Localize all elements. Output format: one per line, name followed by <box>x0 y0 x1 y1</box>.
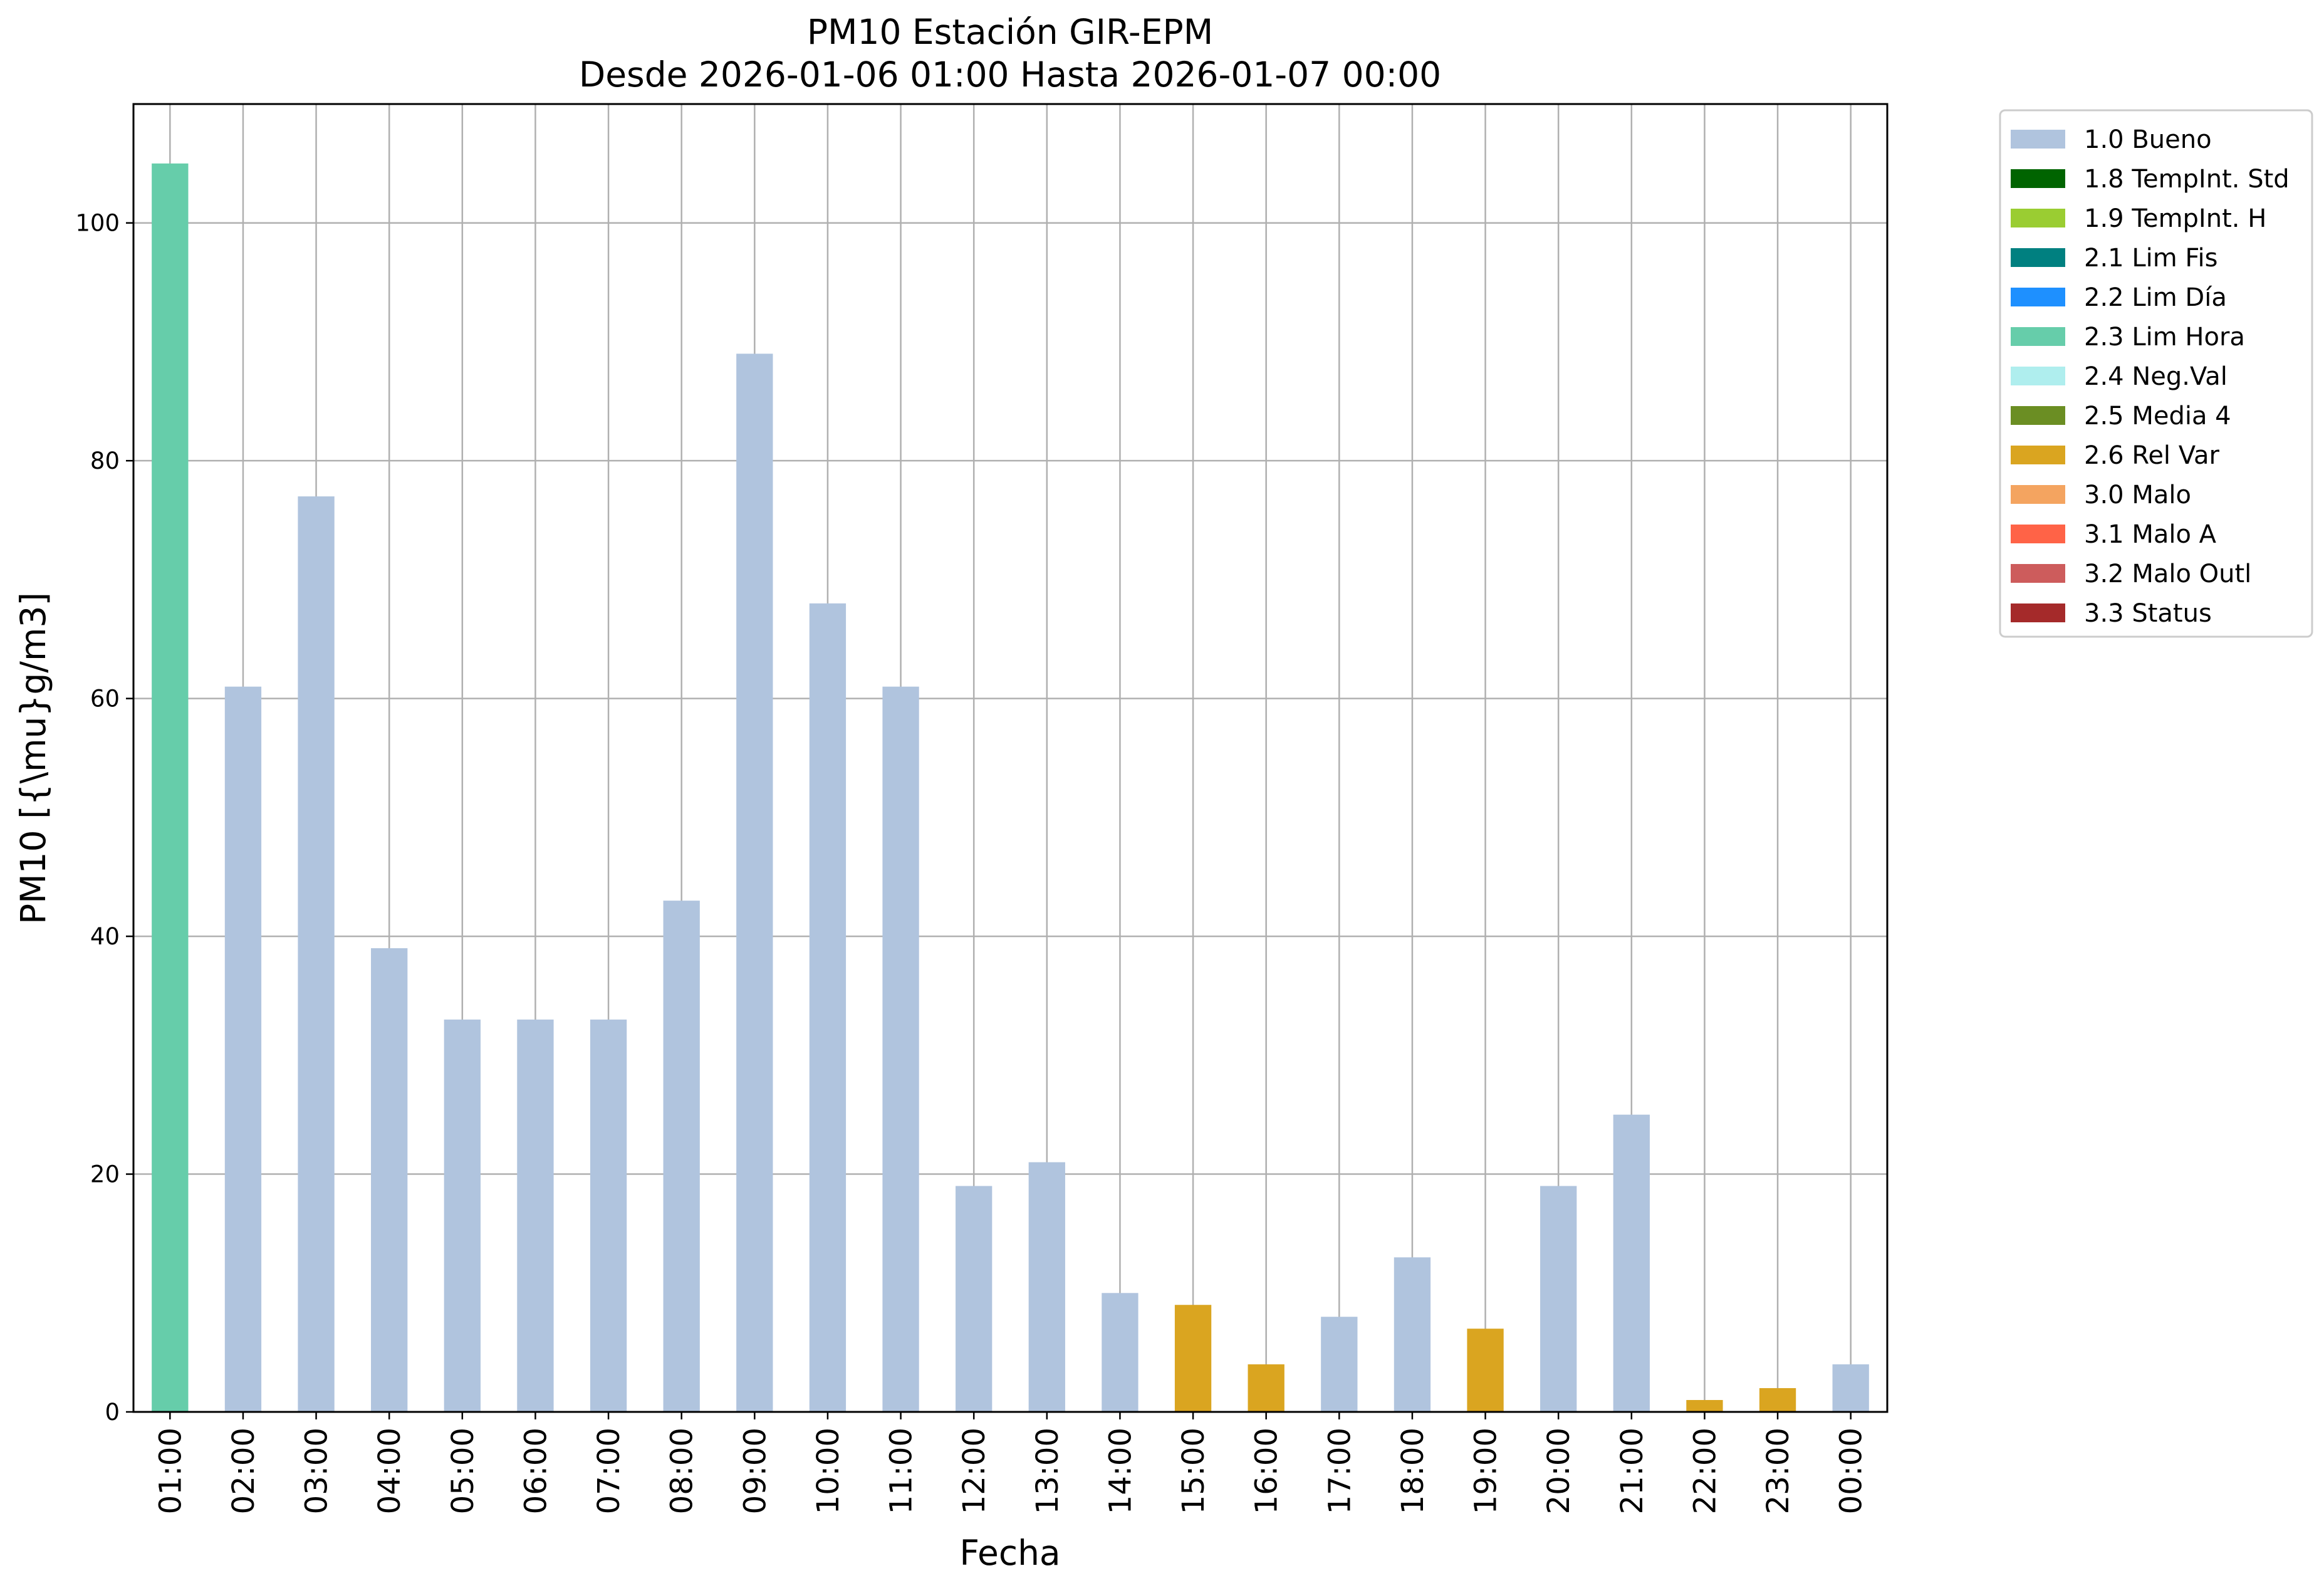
bar <box>736 353 773 1412</box>
chart-title: PM10 Estación GIR-EPM <box>807 12 1213 52</box>
x-tick-label: 07:00 <box>591 1428 627 1514</box>
legend-label: 1.0 Bueno <box>2084 125 2212 154</box>
y-axis-label: PM10 [{\mu}g/m3] <box>13 592 53 924</box>
x-tick-label: 15:00 <box>1176 1428 1211 1514</box>
chart-subtitle: Desde 2026-01-06 01:00 Hasta 2026-01-07 … <box>579 55 1441 95</box>
bar <box>1467 1329 1504 1412</box>
bar <box>1174 1305 1212 1412</box>
x-tick-label: 09:00 <box>737 1428 773 1514</box>
x-tick-label: 01:00 <box>153 1428 188 1514</box>
legend-swatch <box>2011 130 2065 149</box>
bar <box>1394 1257 1431 1412</box>
legend-label: 2.5 Media 4 <box>2084 402 2231 431</box>
legend-swatch <box>2011 288 2065 306</box>
bar <box>1321 1317 1358 1412</box>
x-tick-label: 19:00 <box>1469 1428 1504 1514</box>
bar <box>517 1019 554 1412</box>
bar <box>1832 1364 1869 1412</box>
bar <box>809 603 847 1413</box>
legend-label: 2.2 Lim Día <box>2084 283 2227 312</box>
legend-label: 3.2 Malo Outl <box>2084 560 2251 588</box>
bar <box>444 1019 481 1412</box>
legend-label: 3.1 Malo A <box>2084 520 2217 549</box>
legend-label: 1.9 TempInt. H <box>2084 204 2266 233</box>
legend-swatch <box>2011 446 2065 464</box>
x-tick-label: 03:00 <box>300 1428 335 1514</box>
x-tick-label: 11:00 <box>884 1428 919 1514</box>
bar <box>1028 1162 1065 1412</box>
legend-swatch <box>2011 603 2065 622</box>
x-tick-label: 05:00 <box>446 1428 481 1514</box>
x-tick-label: 10:00 <box>811 1428 846 1514</box>
legend-swatch <box>2011 525 2065 543</box>
x-tick-label: 14:00 <box>1103 1428 1138 1514</box>
x-tick-label: 02:00 <box>226 1428 261 1514</box>
bar <box>371 948 408 1412</box>
bar <box>590 1019 627 1412</box>
y-tick-label: 0 <box>105 1399 120 1426</box>
legend-swatch <box>2011 169 2065 188</box>
legend-swatch <box>2011 367 2065 385</box>
bars <box>152 163 1869 1413</box>
x-tick-label: 22:00 <box>1687 1428 1722 1514</box>
legend-label: 2.1 Lim Fis <box>2084 244 2217 273</box>
x-axis-ticks: 01:00 02:00 03:00 04:00 05:00 06:00 07:00 08:00… <box>153 1412 1869 1514</box>
legend-swatch <box>2011 485 2065 504</box>
x-axis-label: Fecha <box>959 1533 1060 1573</box>
y-tick-label: 60 <box>90 686 120 713</box>
x-tick-label: 17:00 <box>1322 1428 1357 1514</box>
x-tick-label: 23:00 <box>1761 1428 1796 1514</box>
bar <box>1540 1186 1577 1412</box>
legend-items: 1.0 Bueno 1.8 TempInt. Std 1.9 TempInt. H 2… <box>2011 125 2290 628</box>
legend-label: 2.3 Lim Hora <box>2084 323 2245 352</box>
y-tick-label: 100 <box>75 210 120 237</box>
x-tick-label: 21:00 <box>1615 1428 1650 1514</box>
bar <box>224 686 262 1412</box>
bar <box>1613 1114 1650 1412</box>
legend: 1.0 Bueno 1.8 TempInt. Std 1.9 TempInt. H 2… <box>1999 109 2313 638</box>
bar <box>1759 1388 1796 1412</box>
legend-label: 3.3 Status <box>2084 599 2212 628</box>
y-tick-label: 20 <box>90 1161 120 1188</box>
bar <box>1102 1293 1139 1412</box>
bar <box>298 496 335 1412</box>
legend-label: 1.8 TempInt. Std <box>2084 165 2290 194</box>
x-tick-label: 04:00 <box>372 1428 407 1514</box>
bar <box>956 1186 993 1412</box>
bar <box>1248 1364 1284 1412</box>
x-tick-label: 12:00 <box>957 1428 992 1514</box>
bar <box>152 163 189 1412</box>
legend-box <box>1999 109 2313 638</box>
x-tick-label: 13:00 <box>1030 1428 1065 1514</box>
bar <box>882 686 919 1412</box>
legend-swatch <box>2011 209 2065 227</box>
x-tick-label: 16:00 <box>1249 1428 1284 1514</box>
legend-label: 2.6 Rel Var <box>2084 441 2220 470</box>
legend-swatch <box>2011 564 2065 583</box>
y-tick-label: 80 <box>90 447 120 474</box>
legend-swatch <box>2011 406 2065 425</box>
plot-area-frame <box>132 103 1889 1413</box>
x-tick-label: 00:00 <box>1834 1428 1869 1514</box>
x-tick-label: 18:00 <box>1395 1428 1430 1514</box>
x-tick-label: 06:00 <box>518 1428 553 1514</box>
x-tick-label: 08:00 <box>665 1428 700 1514</box>
legend-label: 2.4 Neg.Val <box>2084 362 2228 391</box>
bar <box>663 901 700 1412</box>
x-tick-label: 20:00 <box>1541 1428 1576 1514</box>
legend-label: 3.0 Malo <box>2084 481 2191 509</box>
y-tick-label: 40 <box>90 923 120 950</box>
bar <box>1686 1400 1723 1412</box>
y-axis-ticks: 0 20 40 60 80 100 <box>75 210 133 1426</box>
legend-swatch <box>2011 248 2065 267</box>
legend-swatch <box>2011 327 2065 346</box>
